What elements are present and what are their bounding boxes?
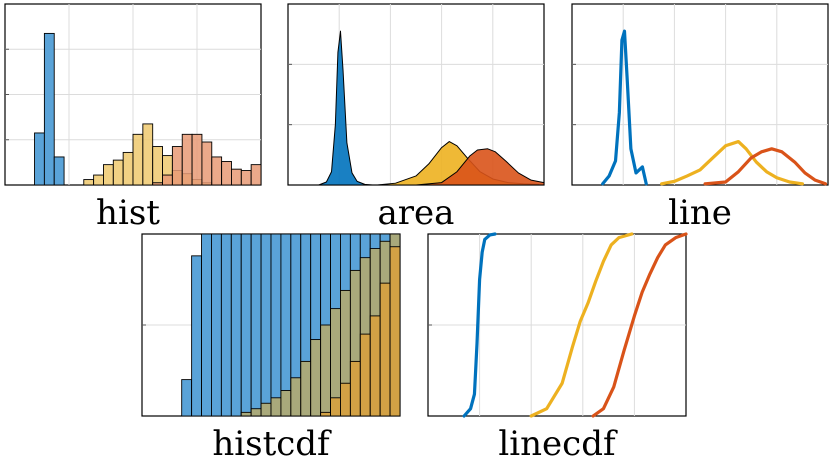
histcdf-bar	[340, 382, 351, 417]
hist-bar	[211, 156, 223, 186]
histcdf-bars	[181, 233, 401, 417]
linecdf-line-series	[462, 232, 497, 418]
hist-bar	[103, 164, 114, 186]
histcdf-bar	[330, 397, 341, 417]
histcdf-bar	[250, 408, 262, 417]
area-area-series	[318, 30, 373, 186]
histcdf-bar	[369, 315, 381, 417]
histcdf-bar	[300, 360, 312, 417]
histcdf-bar	[240, 233, 252, 417]
area-fills	[318, 30, 545, 186]
histcdf-bar	[270, 233, 282, 417]
line-curves	[601, 29, 828, 186]
hist-title: hist	[96, 193, 160, 233]
hist-bar	[191, 133, 203, 186]
histcdf-bar	[280, 233, 292, 417]
hist-bar	[162, 174, 173, 186]
panel-linecdf: linecdf	[427, 232, 688, 464]
hist-bar	[132, 133, 144, 186]
histcdf-bar	[230, 233, 242, 417]
linecdf-line-series	[529, 232, 634, 418]
line-grid	[572, 4, 828, 185]
area-area-series	[415, 148, 545, 186]
histcdf-bar	[320, 324, 331, 417]
histcdf-title: histcdf	[212, 424, 332, 464]
hist-bar	[53, 156, 65, 186]
panel-histcdf: histcdf	[141, 233, 401, 464]
hist-bar	[34, 132, 45, 186]
histcdf-bar	[270, 397, 282, 417]
hist-bar	[152, 146, 163, 186]
hist-bar	[142, 123, 154, 186]
hist-bar	[201, 141, 213, 186]
histcdf-bar	[290, 377, 302, 417]
hist-bar	[43, 32, 55, 186]
hist-bar	[250, 164, 262, 186]
histcdf-bar	[379, 282, 391, 417]
histcdf-bar	[310, 339, 322, 417]
area-axes-frame	[287, 3, 545, 186]
histcdf-bar	[181, 379, 193, 417]
hist-bar	[231, 168, 242, 186]
hist-bar	[93, 174, 104, 186]
histcdf-bar	[240, 411, 252, 417]
line-line-series	[601, 29, 648, 186]
hist-bar	[181, 133, 193, 186]
line-title: line	[668, 193, 732, 233]
histcdf-bar	[220, 233, 232, 417]
panel-line: line	[571, 3, 829, 233]
histcdf-bar	[320, 411, 331, 417]
linecdf-line-series	[591, 232, 688, 418]
hist-bar	[112, 159, 124, 186]
histcdf-bar	[250, 233, 262, 417]
area-title: area	[378, 193, 455, 233]
histcdf-bar	[359, 333, 371, 417]
hist-bar	[122, 151, 134, 186]
linecdf-curves	[462, 232, 688, 418]
hist-bars	[34, 32, 262, 186]
histcdf-bar	[260, 402, 272, 417]
histcdf-bar	[349, 360, 361, 417]
hist-bar	[152, 182, 163, 186]
panel-hist: hist	[4, 3, 262, 233]
panel-area: area	[287, 3, 545, 233]
line-line-series	[703, 147, 828, 186]
linecdf-grid	[428, 234, 686, 416]
histcdf-bar	[211, 233, 222, 417]
histcdf-bar	[389, 246, 401, 417]
linecdf-title: linecdf	[498, 424, 618, 464]
histcdf-bar	[280, 390, 292, 417]
histcdf-bar	[201, 233, 212, 417]
hist-bar	[83, 179, 95, 186]
histcdf-bar	[260, 233, 272, 417]
hist-bar	[240, 170, 252, 186]
histcdf-bar	[191, 255, 202, 417]
hist-bar	[171, 146, 183, 186]
hist-bar	[221, 161, 232, 186]
line-line-series	[659, 139, 805, 186]
